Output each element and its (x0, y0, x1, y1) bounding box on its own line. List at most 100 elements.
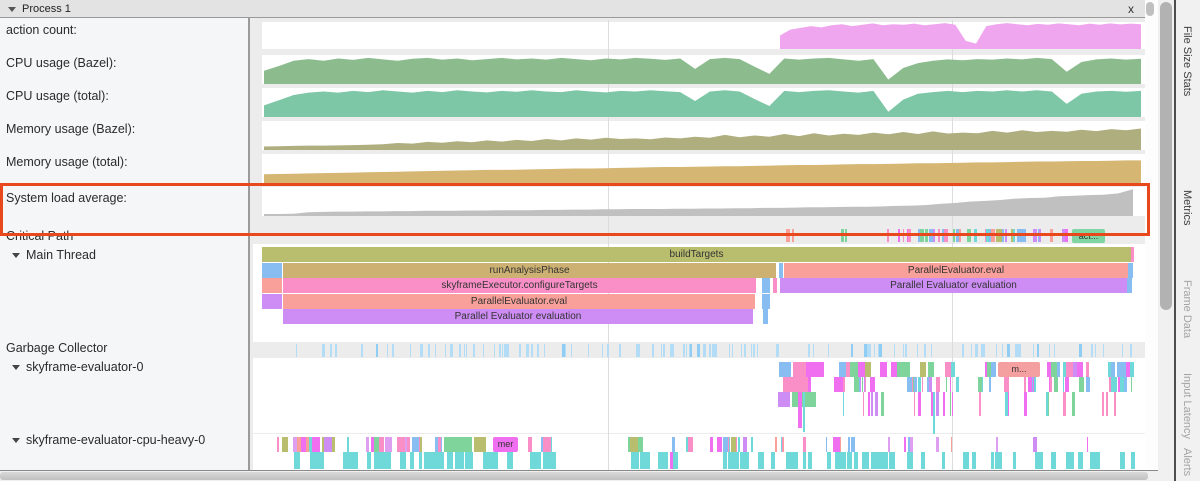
trace-block[interactable] (444, 344, 446, 357)
vertical-scrollbar-thumb[interactable] (1160, 2, 1172, 310)
trace-block[interactable] (638, 344, 640, 357)
trace-block[interactable] (459, 344, 462, 357)
trace-block[interactable] (866, 344, 869, 357)
trace-block[interactable] (329, 344, 332, 357)
trace-block[interactable] (920, 229, 924, 242)
trace-block[interactable] (942, 229, 944, 242)
trace-block[interactable] (451, 344, 454, 357)
trace-block[interactable] (321, 344, 323, 357)
trace-block[interactable] (709, 344, 712, 357)
trace-block[interactable] (921, 229, 923, 242)
trace-block[interactable] (652, 344, 655, 357)
trace-block[interactable] (1122, 344, 1124, 357)
trace-block[interactable] (537, 344, 539, 357)
process-header[interactable]: Process 1 x (0, 0, 1145, 18)
trace-block[interactable] (786, 229, 791, 242)
trace-block[interactable] (981, 344, 983, 357)
trace-block[interactable] (531, 344, 533, 357)
trace-block[interactable] (420, 344, 423, 357)
trace-block[interactable] (588, 344, 590, 357)
trace-block[interactable] (498, 344, 501, 357)
trace-block[interactable] (428, 344, 430, 357)
trace-block[interactable] (434, 344, 436, 357)
trace-block[interactable] (932, 229, 936, 242)
trace-block[interactable] (893, 344, 895, 357)
trace-block[interactable] (907, 229, 911, 242)
trace-block[interactable] (391, 344, 394, 357)
trace-block[interactable] (482, 344, 485, 357)
trace-block[interactable] (996, 229, 1000, 242)
trace-block[interactable] (1053, 344, 1056, 357)
trace-block[interactable] (874, 344, 876, 357)
trace-block[interactable] (808, 344, 810, 357)
trace-block[interactable] (662, 344, 665, 357)
trace-block[interactable] (1012, 229, 1016, 242)
trace-block[interactable] (880, 344, 882, 357)
close-icon[interactable]: x (1128, 2, 1134, 16)
trace-block[interactable] (887, 229, 890, 242)
badge-mer[interactable]: mer (493, 437, 518, 452)
trace-block[interactable] (1050, 229, 1054, 242)
trace-block[interactable] (465, 344, 467, 357)
trace-block[interactable] (981, 344, 983, 357)
trace-block[interactable] (992, 229, 995, 242)
trace-block[interactable] (1036, 344, 1040, 357)
trace-block[interactable] (375, 344, 379, 357)
trace-block[interactable] (587, 344, 589, 357)
tab-input-latency[interactable]: Input Latency (1181, 373, 1193, 440)
trace-block[interactable] (1005, 229, 1007, 242)
trace-block[interactable] (990, 229, 994, 242)
trace-block[interactable] (527, 344, 529, 357)
collapse-arrow-icon[interactable] (12, 438, 20, 443)
skyframe-evaluator-cpu-heavy-0-track[interactable] (253, 434, 1145, 470)
trace-block[interactable] (944, 229, 948, 242)
trace-block[interactable] (419, 344, 422, 357)
skyframe-evaluator-0-track[interactable] (253, 358, 1145, 433)
trace-block[interactable] (1012, 229, 1015, 242)
trace-block[interactable] (878, 344, 880, 357)
trace-block[interactable] (728, 344, 731, 357)
trace-block[interactable] (322, 344, 325, 357)
badge-m[interactable]: m... (998, 362, 1040, 377)
trace-block[interactable] (902, 229, 905, 242)
trace-block[interactable] (841, 229, 844, 242)
trace-block[interactable] (1091, 344, 1093, 357)
trace-block[interactable] (526, 344, 529, 357)
trace-block[interactable] (945, 229, 949, 242)
trace-block[interactable] (925, 229, 929, 242)
trace-block[interactable] (463, 344, 465, 357)
row-label-main-thread[interactable]: Main Thread (12, 248, 96, 262)
trace-block[interactable] (902, 344, 905, 357)
trace-block[interactable] (970, 344, 973, 357)
trace-block[interactable] (750, 344, 752, 357)
trace-block[interactable] (753, 344, 756, 357)
trace-block[interactable] (409, 344, 411, 357)
trace-block[interactable] (743, 344, 746, 357)
trace-block[interactable] (929, 229, 932, 242)
trace-block[interactable] (1048, 344, 1051, 357)
tab-metrics[interactable]: Metrics (1181, 190, 1193, 226)
trace-block[interactable] (618, 344, 620, 357)
trace-block[interactable] (330, 344, 333, 357)
trace-block[interactable] (601, 344, 604, 357)
trace-block[interactable] (924, 344, 927, 357)
trace-block[interactable] (983, 344, 986, 357)
trace-block[interactable] (386, 344, 389, 357)
trace-block[interactable] (451, 344, 453, 357)
trace-block[interactable] (975, 344, 977, 357)
trace-block[interactable] (917, 229, 921, 242)
trace-block[interactable] (1007, 344, 1010, 357)
trace-block[interactable] (335, 344, 337, 357)
trace-block[interactable] (976, 344, 978, 357)
row-label-skyframe-evaluator-0[interactable]: skyframe-evaluator-0 (12, 360, 143, 374)
trace-block[interactable] (775, 344, 778, 357)
trace-block[interactable] (1010, 229, 1014, 242)
trace-block[interactable] (670, 344, 672, 357)
trace-block[interactable] (473, 344, 476, 357)
trace-block[interactable] (1033, 229, 1037, 242)
trace-block[interactable] (990, 229, 993, 242)
trace-block[interactable] (961, 344, 964, 357)
trace-block[interactable] (713, 344, 715, 357)
trace-block[interactable] (938, 229, 941, 242)
collapse-arrow-icon[interactable] (8, 7, 16, 12)
